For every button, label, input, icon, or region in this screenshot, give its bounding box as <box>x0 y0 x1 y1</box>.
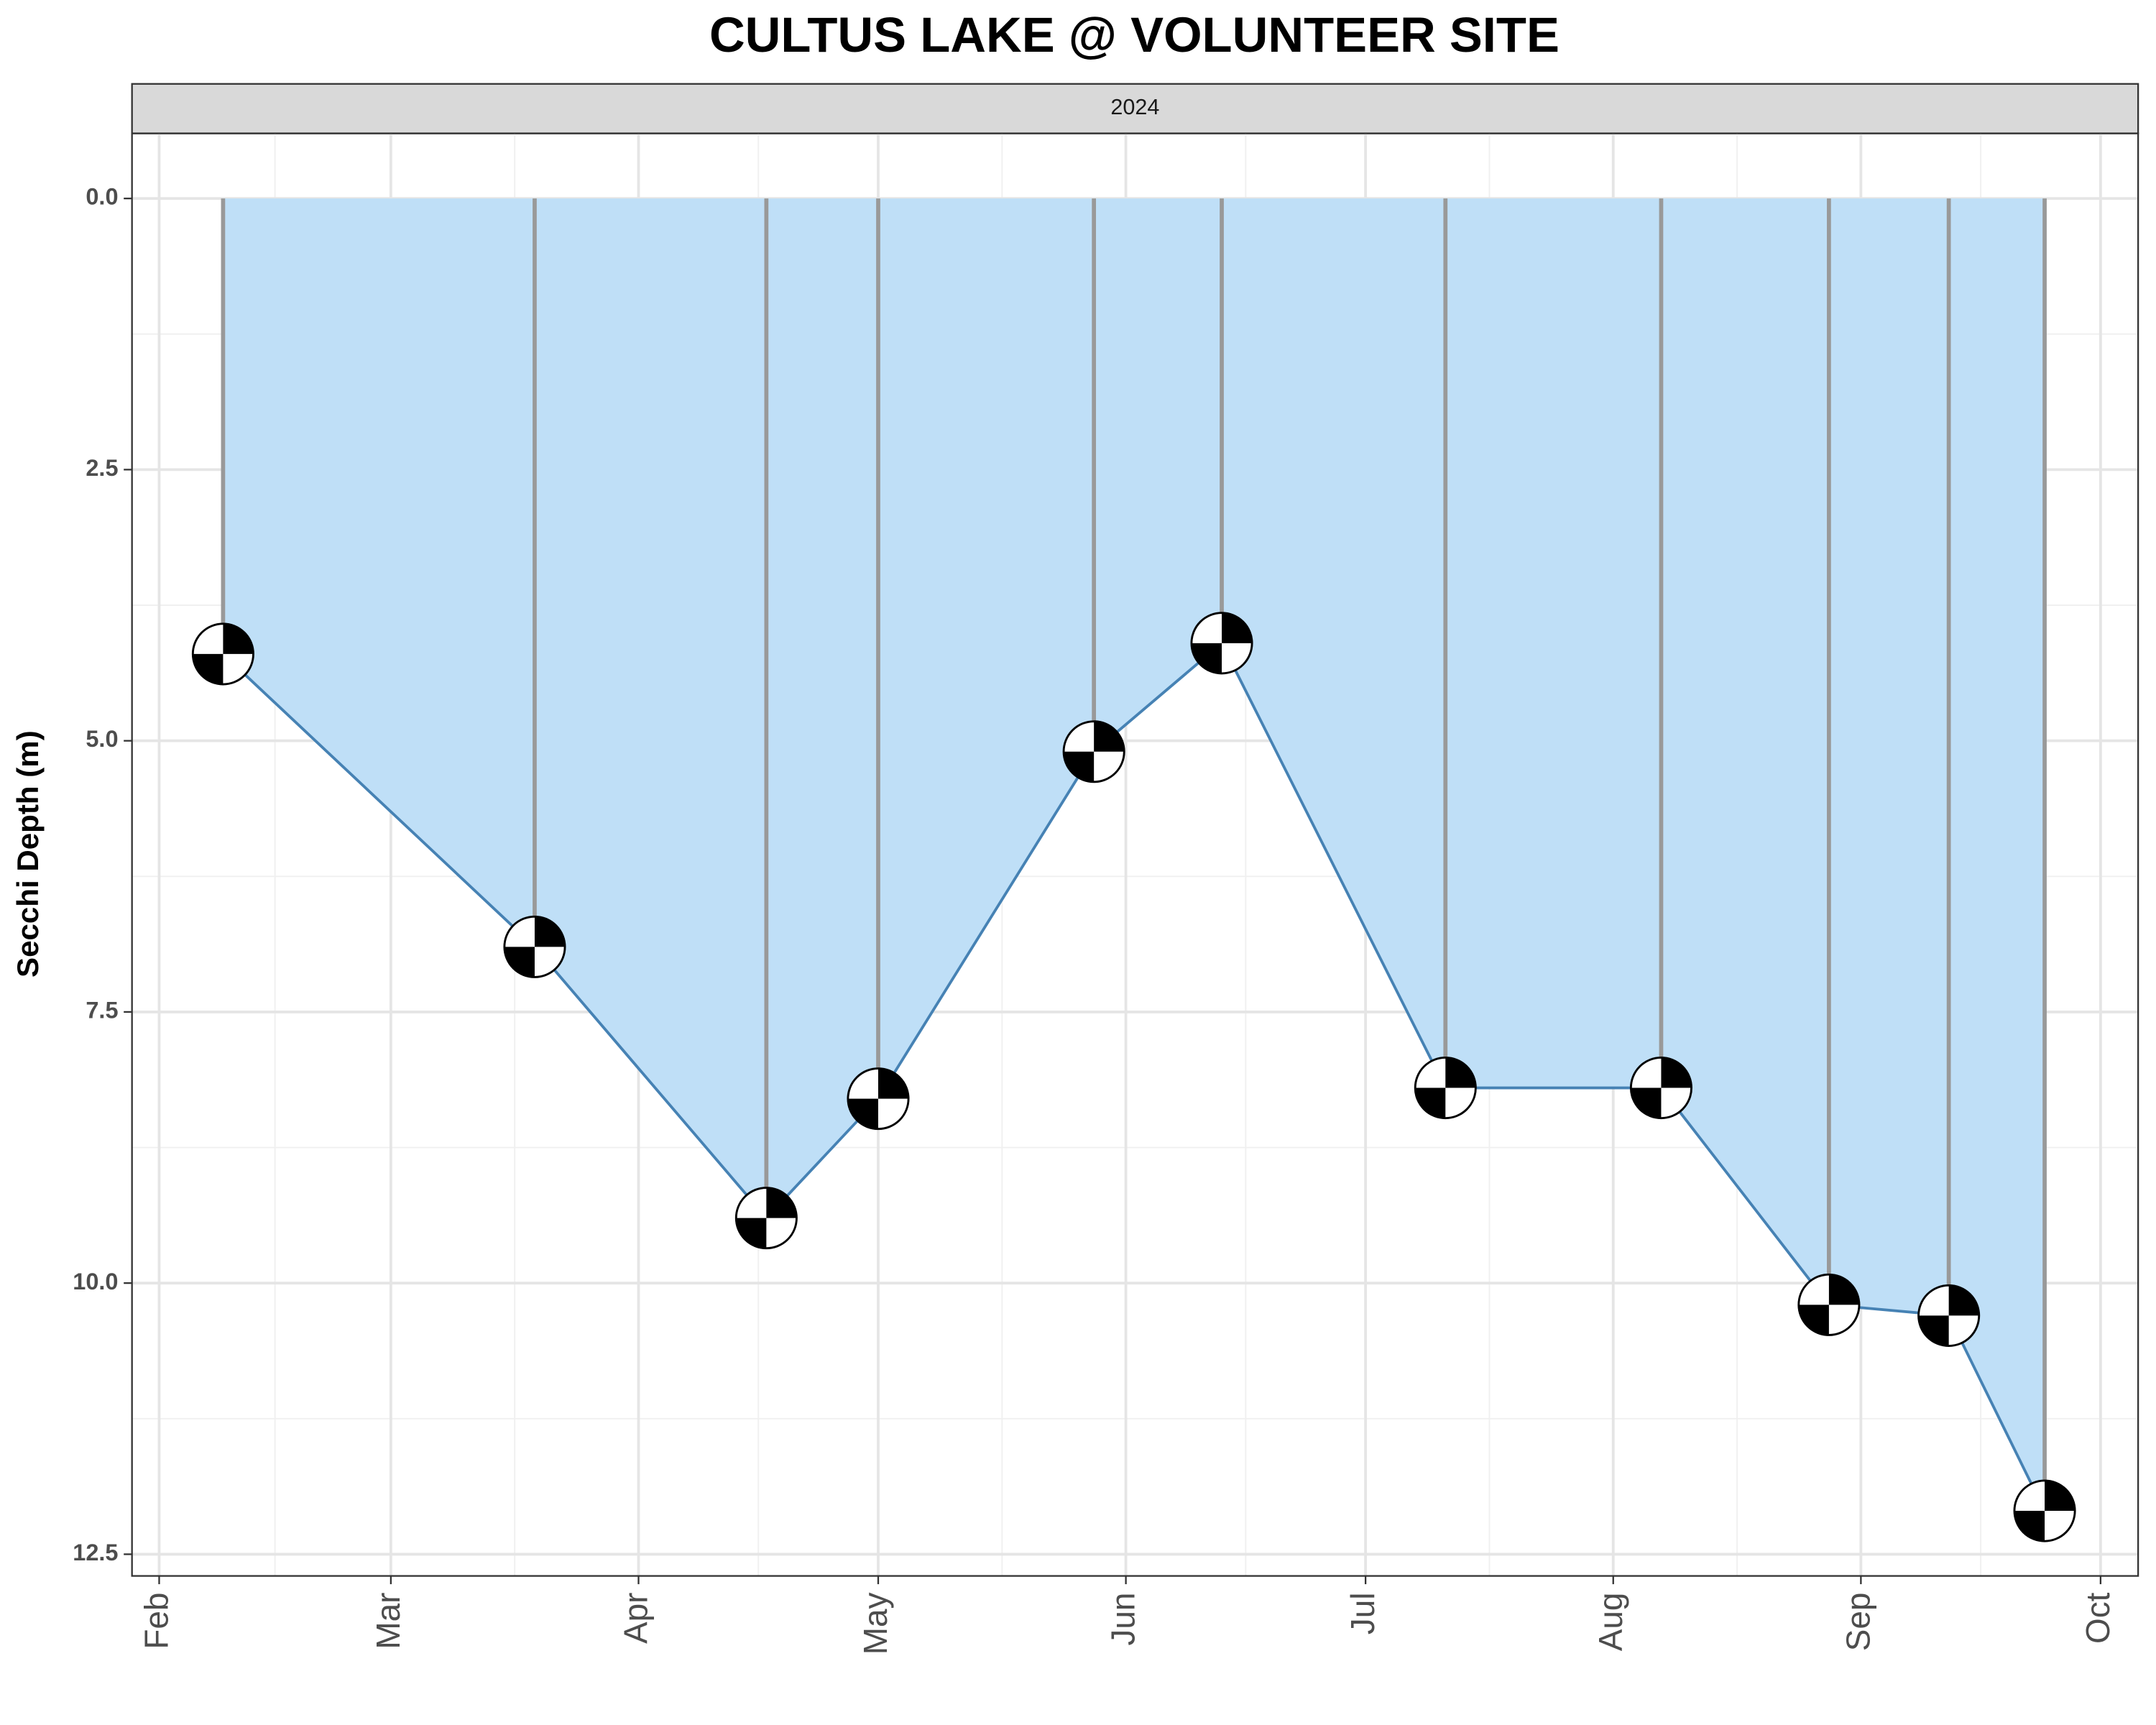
disk-quadrant <box>223 623 254 654</box>
chart-title: CULTUS LAKE @ VOLUNTEER SITE <box>709 7 1560 63</box>
area <box>223 198 2045 1512</box>
secchi-disk <box>847 1067 910 1131</box>
y-tick-label: 7.5 <box>86 997 118 1023</box>
x-tick-label: Jun <box>1105 1593 1142 1646</box>
disk-quadrant <box>877 1068 909 1099</box>
secchi-disk <box>1917 1284 1981 1347</box>
x-tick-label: Jul <box>1344 1593 1381 1635</box>
disk-quadrant <box>1948 1285 1979 1316</box>
x-tick-label: Oct <box>2079 1592 2116 1644</box>
secchi-disk <box>1414 1057 1477 1120</box>
secchi-disk <box>734 1187 798 1250</box>
x-tick-label: Mar <box>369 1593 407 1650</box>
facet-strip <box>131 83 2139 134</box>
x-tick-label: May <box>857 1593 894 1655</box>
disk-quadrant <box>193 653 224 685</box>
disk-quadrant <box>1631 1087 1662 1118</box>
secchi-disk <box>503 915 566 978</box>
secchi-disk <box>2013 1479 2076 1542</box>
y-tick-label: 5.0 <box>86 726 118 752</box>
disk-quadrant <box>736 1218 767 1248</box>
secchi-disk <box>1190 612 1253 675</box>
disk-quadrant <box>1415 1087 1446 1118</box>
disk-quadrant <box>534 916 566 947</box>
disk-quadrant <box>2014 1511 2045 1542</box>
disk-quadrant <box>1798 1305 1829 1335</box>
disk-quadrant <box>1191 643 1222 673</box>
panel-border <box>131 132 2139 1577</box>
facet-label: 2024 <box>1110 95 1159 119</box>
disk-quadrant <box>2045 1480 2076 1512</box>
x-tick-label: Aug <box>1592 1593 1629 1652</box>
disk-quadrant <box>1094 721 1125 752</box>
y-tick-label: 0.0 <box>86 184 118 210</box>
secchi-disk <box>1062 720 1125 783</box>
y-axis-label: Secchi Depth (m) <box>11 730 45 978</box>
disk-quadrant <box>1828 1274 1859 1305</box>
disk-quadrant <box>1064 751 1095 782</box>
disk-quadrant <box>1661 1057 1692 1088</box>
secchi-disk <box>191 622 254 686</box>
x-tick-label: Sep <box>1839 1593 1876 1652</box>
disk-quadrant <box>766 1187 797 1218</box>
y-tick-label: 10.0 <box>73 1269 118 1294</box>
secchi-disk <box>1629 1057 1692 1120</box>
disk-quadrant <box>1918 1315 1949 1346</box>
x-tick-label: Feb <box>138 1593 175 1650</box>
y-tick-label: 12.5 <box>73 1540 118 1565</box>
disk-quadrant <box>504 947 535 978</box>
y-tick-label: 2.5 <box>86 455 118 481</box>
x-tick-label: Apr <box>617 1593 655 1644</box>
secchi-disk <box>1797 1273 1861 1336</box>
disk-quadrant <box>847 1098 878 1129</box>
disk-quadrant <box>1445 1057 1476 1088</box>
disk-quadrant <box>1222 612 1253 643</box>
